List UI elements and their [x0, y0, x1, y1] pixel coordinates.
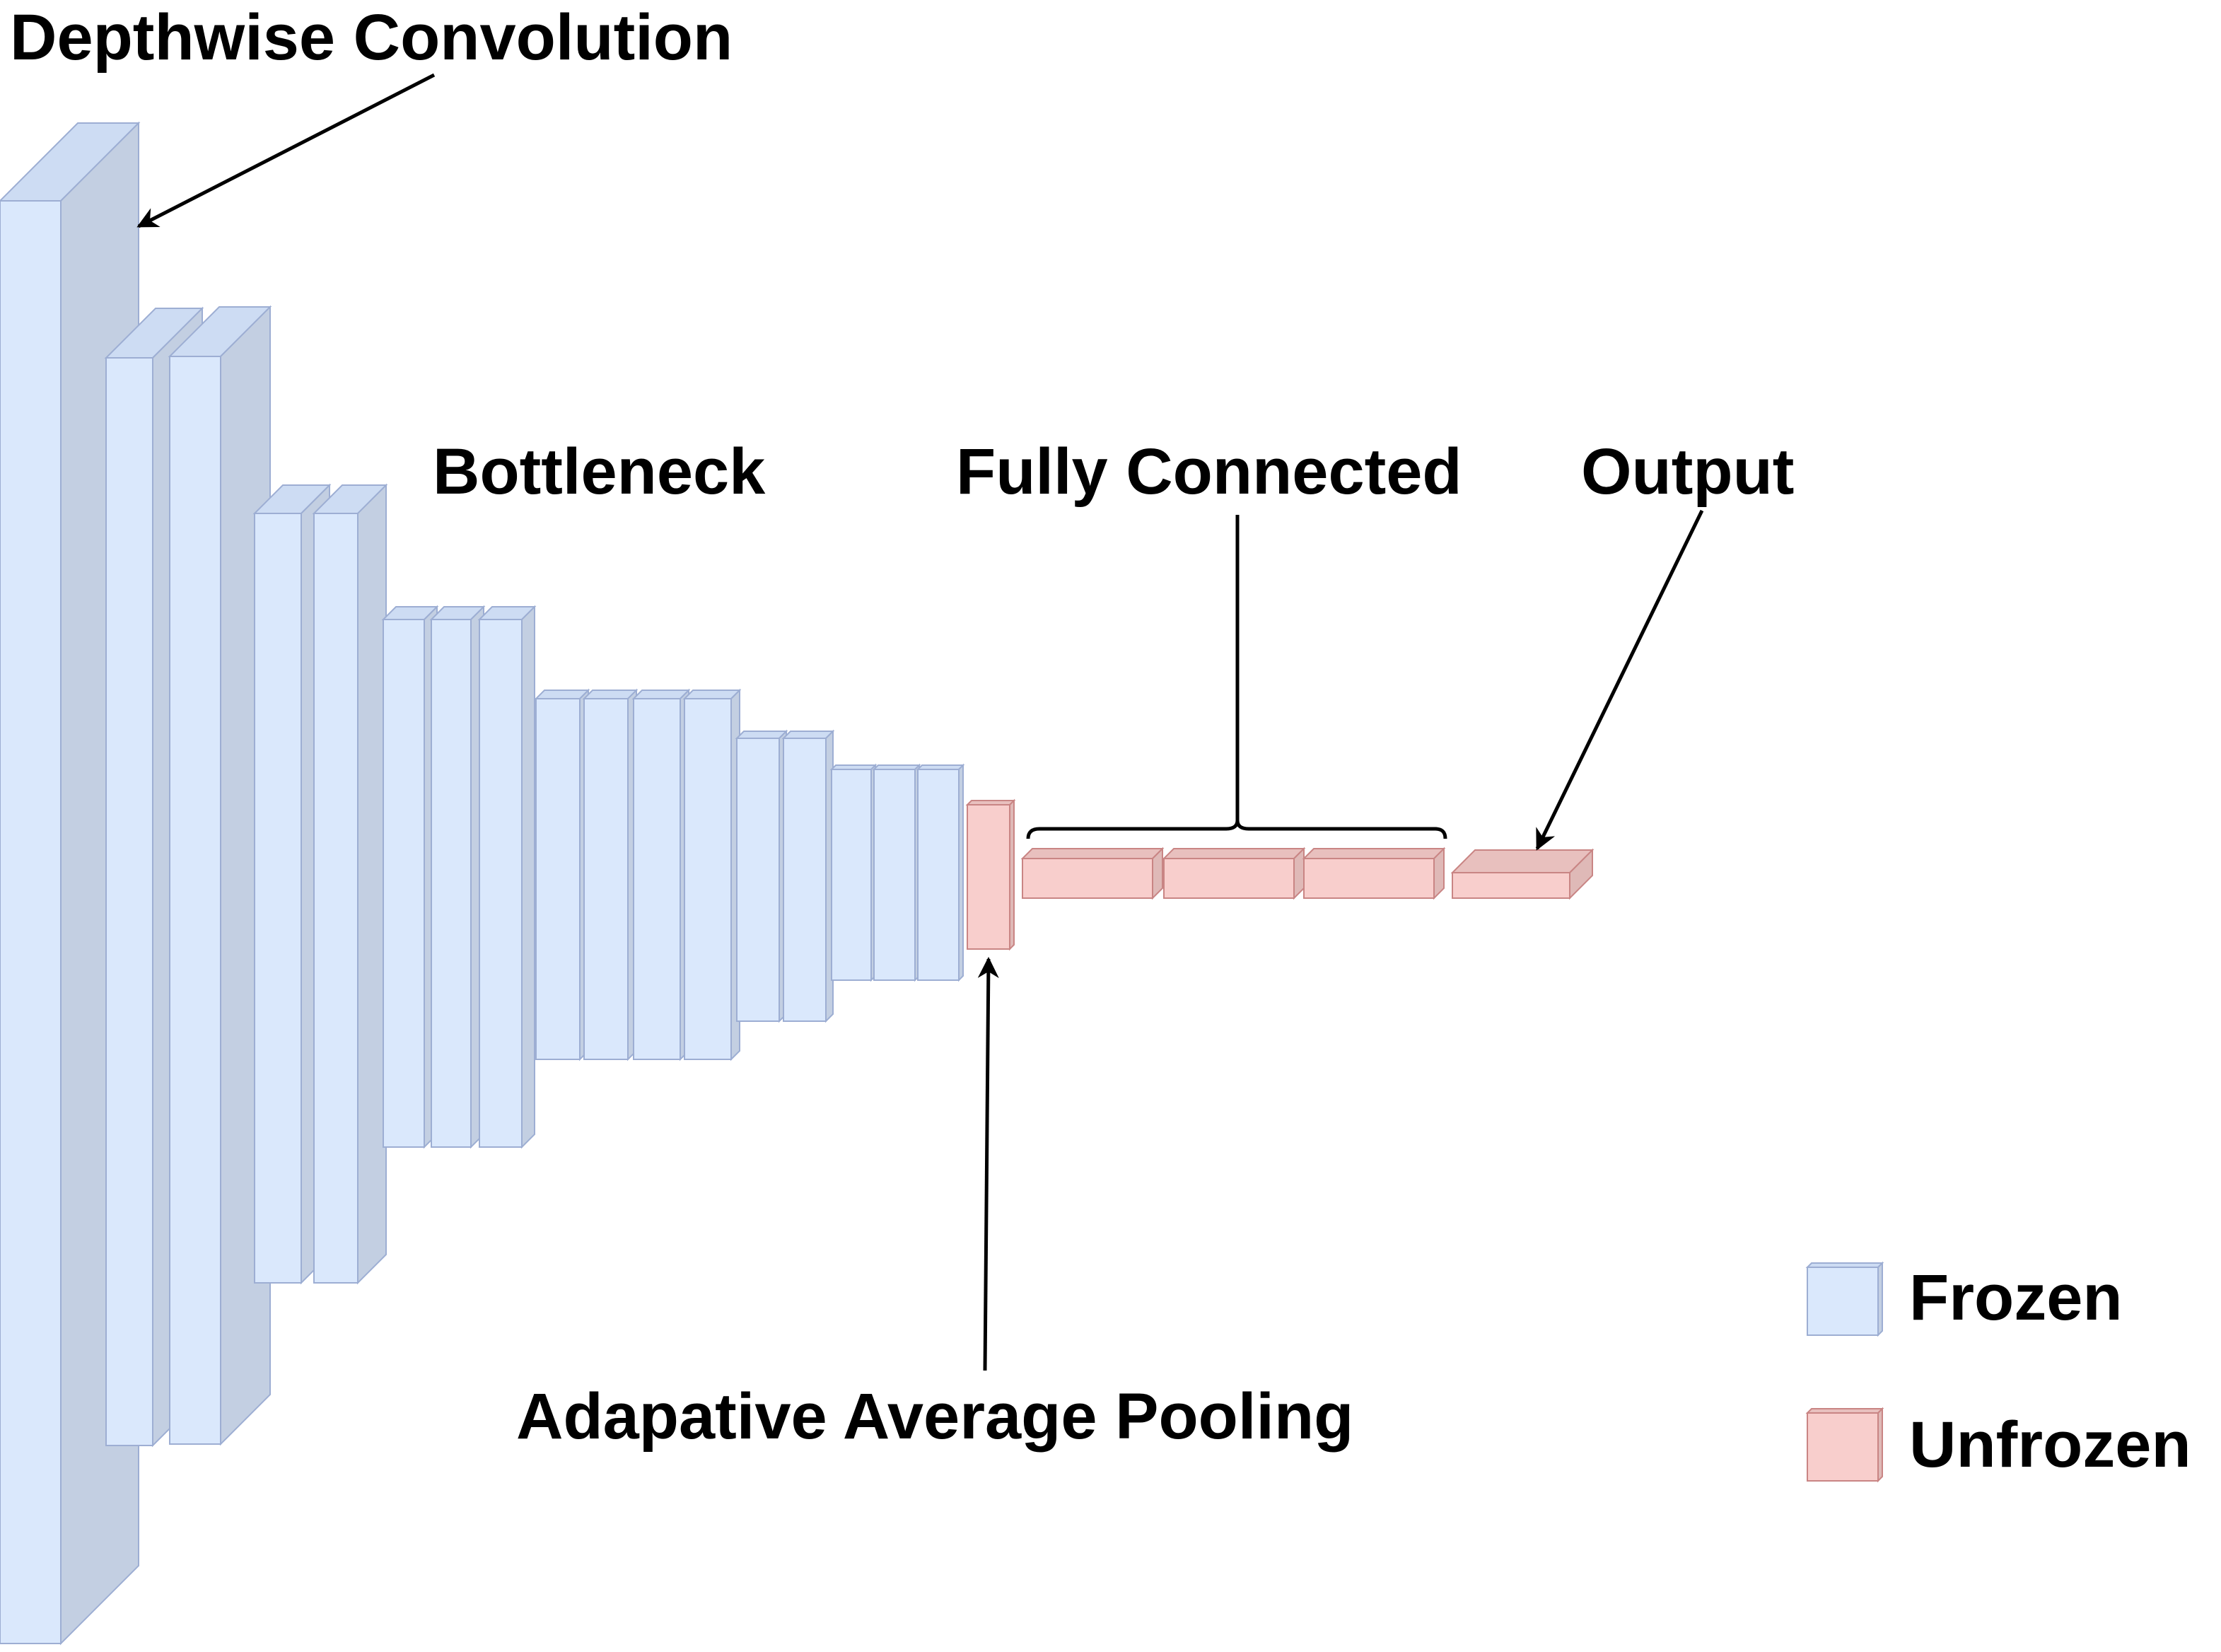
fully-connected-block-1-top-face [1020, 848, 1165, 859]
output-block-top-face [1450, 849, 1595, 873]
bottleneck-block-4-front-face [313, 513, 358, 1284]
legend-frozen-cube [1805, 1261, 1884, 1337]
depthwise-conv-block-front-face [0, 200, 62, 1644]
fully-connected-block-2-side-face [1293, 847, 1305, 900]
bottleneck-block-13-front-face [783, 738, 827, 1022]
adaptive-pooling-block-front-face [967, 804, 1010, 950]
fully-connected-block-2 [1162, 847, 1306, 900]
bottleneck-block-15-front-face [873, 769, 916, 981]
fully-connected-label: Fully Connected [956, 436, 1462, 508]
legend-unfrozen-cube [1805, 1407, 1884, 1483]
annotations [136, 73, 1704, 1371]
bottleneck-block-5-front-face [383, 619, 425, 1148]
bottleneck-block-9 [582, 688, 639, 1061]
legend-frozen-swatch [1805, 1261, 1884, 1337]
bottleneck-block-4-side-face [357, 483, 387, 1285]
bottleneck-block-15 [872, 763, 921, 982]
pooling-arrow-icon [977, 957, 999, 1371]
bottleneck-block-12 [735, 729, 788, 1023]
bottleneck-block-12-front-face [736, 738, 780, 1022]
adaptive-average-pooling-label: Adapative Average Pooling [516, 1380, 1353, 1453]
legend-unfrozen-swatch [1805, 1407, 1884, 1483]
bottleneck-block-9-front-face [583, 698, 629, 1060]
bottleneck-block-7 [477, 605, 537, 1149]
fully-connected-block-1 [1020, 847, 1165, 900]
legend: Frozen Unfrozen [1805, 1261, 2191, 1483]
bottleneck-block-11-front-face [684, 698, 732, 1060]
bottleneck-label: Bottleneck [433, 436, 766, 508]
bottleneck-block-12-top-face [735, 731, 788, 739]
fully-connected-brace-icon [1026, 820, 1447, 839]
bottleneck-block-10 [631, 688, 691, 1061]
labels: Depthwise Convolution Bottleneck Fully C… [10, 1, 1794, 1453]
bottleneck-block-11 [682, 688, 742, 1061]
bottleneck-block-16-front-face [917, 769, 960, 981]
output-arrow-icon [1535, 509, 1704, 851]
bottleneck-block-14-front-face [831, 769, 872, 981]
bottleneck-block-6 [429, 605, 486, 1149]
fully-connected-block-3-side-face [1433, 847, 1445, 900]
depthwise-convolution-label: Depthwise Convolution [10, 1, 733, 74]
bottleneck-block-8 [534, 688, 590, 1061]
depthwise-arrow-icon [136, 73, 436, 228]
bottleneck-block-11-top-face [682, 690, 742, 699]
bottleneck-block-13 [781, 729, 835, 1023]
output-block-front-face [1452, 872, 1570, 899]
bottleneck-block-8-front-face [535, 698, 581, 1060]
bottleneck-block-16 [916, 763, 965, 982]
bottleneck-block-7-front-face [479, 619, 523, 1148]
fully-connected-block-1-front-face [1022, 858, 1153, 899]
fully-connected-block-3 [1302, 847, 1446, 900]
legend-frozen-label: Frozen [1909, 1262, 2123, 1334]
bottleneck-block-3-front-face [254, 513, 302, 1284]
fully-connected-block-3-top-face [1302, 848, 1446, 859]
bottleneck-block-4 [312, 483, 388, 1285]
bottleneck-block-2-front-face [169, 356, 221, 1445]
bottleneck-block-6-front-face [431, 619, 472, 1148]
bottleneck-block-13-top-face [781, 731, 835, 739]
legend-unfrozen-cube-front-face [1807, 1412, 1879, 1482]
layer-stack [0, 121, 1595, 1646]
fully-connected-block-3-front-face [1303, 858, 1435, 899]
legend-unfrozen-label: Unfrozen [1909, 1409, 2191, 1481]
bottleneck-block-1-front-face [105, 357, 153, 1446]
output-label: Output [1581, 436, 1794, 508]
adaptive-pooling-block [965, 798, 1016, 951]
bottleneck-block-10-front-face [633, 698, 681, 1060]
fully-connected-block-1-side-face [1152, 847, 1163, 900]
bottleneck-block-14 [829, 763, 878, 982]
output-block [1450, 848, 1595, 900]
fully-connected-block-2-top-face [1162, 848, 1306, 859]
bottleneck-block-10-top-face [631, 690, 691, 699]
legend-frozen-cube-front-face [1807, 1267, 1879, 1336]
bottleneck-block-7-side-face [521, 605, 535, 1149]
bottleneck-block-5 [381, 605, 439, 1149]
fully-connected-block-2-front-face [1163, 858, 1295, 899]
